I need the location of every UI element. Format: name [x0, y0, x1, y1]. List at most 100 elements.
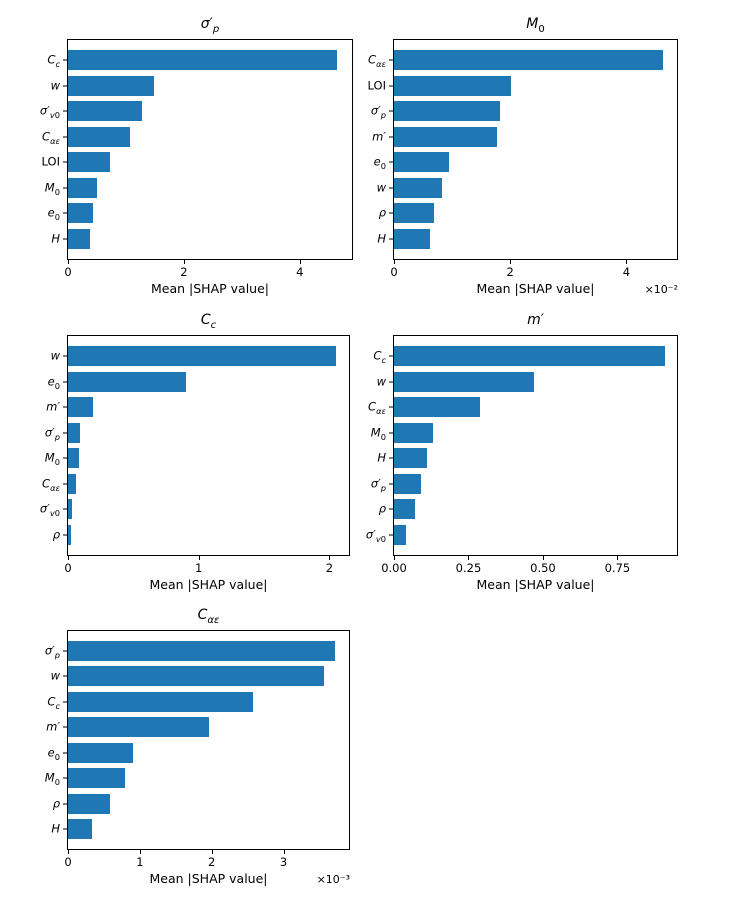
xtick-label: 2	[325, 561, 334, 575]
xtick-label: 2	[506, 265, 514, 279]
xtick-mark	[283, 850, 285, 854]
ytick-label: w	[376, 180, 386, 195]
bar	[394, 126, 497, 147]
xtick-label: 0	[64, 855, 72, 869]
ytick-mark	[63, 355, 67, 357]
x-axis-label: Mean |SHAP value|	[149, 577, 268, 592]
ytick-mark	[63, 161, 67, 163]
x-axis-label: Mean |SHAP value|	[476, 281, 595, 296]
ytick-label: H	[51, 821, 60, 836]
ytick-label: w	[376, 374, 386, 389]
xtick-label: 0	[390, 265, 398, 279]
bar	[394, 448, 427, 469]
xtick-label: 2	[208, 855, 216, 869]
xtick-label: 1	[195, 561, 203, 575]
plot-area	[67, 335, 350, 556]
ytick-label: Cc	[47, 694, 60, 711]
xtick-mark	[510, 260, 512, 264]
ytick-label: w	[50, 668, 60, 683]
ytick-mark	[389, 110, 393, 112]
ytick-mark	[63, 457, 67, 459]
bar	[68, 346, 336, 367]
bar	[68, 50, 337, 71]
subplot-title: Cαε	[197, 607, 220, 626]
bar	[68, 152, 110, 173]
bar	[394, 397, 481, 418]
ytick-label: Cαε	[368, 399, 386, 416]
ytick-mark	[63, 406, 67, 408]
bar	[394, 101, 501, 122]
xtick-label: 3	[279, 855, 288, 869]
xtick-mark	[542, 556, 544, 560]
xtick-label: 0	[64, 265, 72, 279]
bar	[68, 691, 253, 712]
bar	[394, 499, 415, 520]
ytick-label: LOI	[367, 78, 386, 93]
ytick-mark	[389, 381, 393, 383]
bar	[394, 203, 434, 224]
bar	[68, 422, 80, 443]
xtick-mark	[68, 556, 69, 560]
ytick-mark	[63, 187, 67, 189]
ytick-mark	[389, 85, 393, 87]
bar	[394, 50, 663, 71]
plot-area	[393, 39, 678, 260]
bar	[68, 203, 93, 224]
ytick-label: M0	[44, 770, 60, 787]
ytick-label: Cc	[47, 52, 60, 69]
ytick-label: σ′v0	[39, 103, 60, 120]
ytick-label: M0	[44, 450, 60, 468]
bar	[68, 371, 186, 392]
bar	[394, 473, 421, 494]
ytick-label: ρ	[378, 205, 386, 220]
xtick-mark	[626, 260, 628, 264]
ytick-label: σ′v0	[365, 527, 386, 544]
bar	[394, 524, 406, 545]
xtick-label: 0	[64, 561, 72, 575]
bar	[68, 768, 125, 789]
ytick-mark	[389, 406, 393, 408]
ytick-label: m′	[372, 129, 386, 144]
ytick-mark	[389, 508, 393, 510]
ytick-mark	[63, 85, 67, 87]
xtick-label: 0.50	[530, 561, 556, 575]
x-axis-label: Mean |SHAP value|	[149, 871, 268, 886]
xtick-label: 4	[622, 265, 631, 279]
xtick-mark	[617, 556, 619, 560]
ytick-label: Cαε	[368, 52, 386, 69]
ytick-label: m′	[46, 399, 60, 414]
ytick-label: H	[377, 231, 386, 246]
ytick-mark	[63, 59, 67, 61]
ytick-mark	[389, 212, 393, 214]
xtick-label: 4	[296, 265, 304, 279]
ytick-mark	[63, 777, 67, 779]
ytick-label: Cαε	[42, 129, 60, 146]
ytick-label: LOI	[41, 154, 60, 169]
bar	[394, 75, 512, 96]
ytick-mark	[63, 110, 67, 112]
ytick-label: ρ	[378, 501, 386, 516]
bar	[68, 666, 324, 687]
xtick-label: 0.75	[604, 561, 631, 575]
ytick-mark	[63, 381, 67, 383]
ytick-mark	[63, 238, 67, 240]
ytick-label: w	[50, 348, 60, 363]
ytick-label: σ′p	[370, 476, 386, 493]
bar	[68, 641, 336, 662]
xtick-label: 2	[180, 265, 188, 279]
ytick-label: σ′p	[44, 425, 60, 442]
axis-offset-label: ×10⁻³	[316, 873, 350, 886]
ytick-label: m′	[46, 719, 60, 734]
ytick-mark	[389, 59, 393, 61]
x-axis-label: Mean |SHAP value|	[151, 281, 269, 296]
xtick-mark	[68, 850, 69, 854]
ytick-mark	[63, 136, 67, 138]
ytick-label: ρ	[52, 796, 60, 811]
ytick-label: σ′v0	[39, 501, 60, 519]
ytick-mark	[63, 726, 67, 728]
bar	[394, 152, 450, 173]
xtick-label: 1	[136, 855, 144, 869]
bar	[68, 101, 142, 122]
xtick-mark	[211, 850, 213, 854]
